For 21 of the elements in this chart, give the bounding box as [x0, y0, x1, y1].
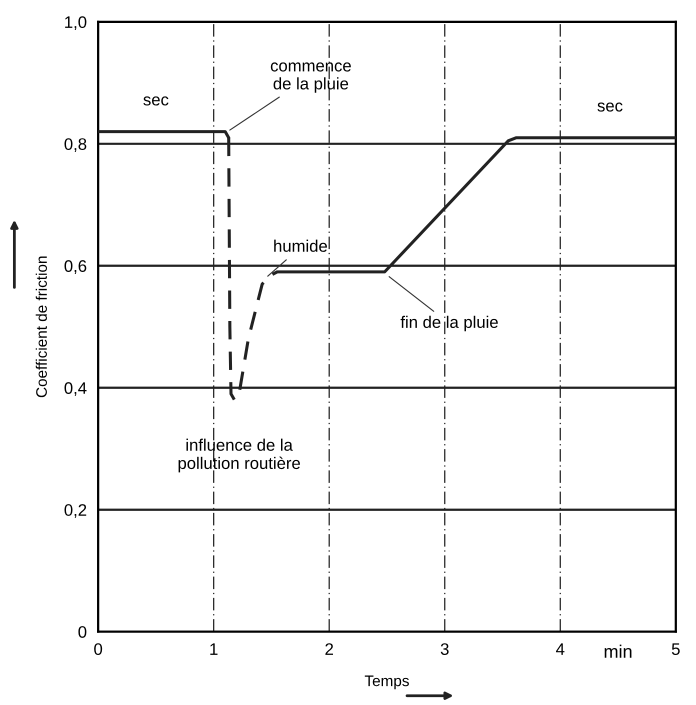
- annotation: influence de la pollution routière: [178, 438, 300, 472]
- x-tick-label: 1: [210, 643, 218, 655]
- y-tick-label: 1,0: [65, 16, 86, 30]
- y-tick-label: 0,8: [64, 138, 86, 152]
- annotation: fin de la pluie: [400, 316, 498, 332]
- y-tick-label: 0,6: [64, 260, 86, 274]
- x-tick-label: 5: [672, 643, 680, 656]
- annotation: humide: [274, 240, 327, 252]
- x-tick-label: 4: [556, 643, 564, 655]
- annotation: sec: [597, 102, 623, 112]
- y-tick-label: 0: [78, 626, 86, 638]
- annotation: commence de la pluie: [270, 62, 351, 93]
- y-tick-label: 0,4: [64, 382, 87, 396]
- x-tick-label: 0: [94, 643, 102, 656]
- x-tick-label: 2: [325, 643, 334, 655]
- x-tick-label: 3: [440, 643, 449, 656]
- x-axis-title: Temps: [364, 676, 409, 690]
- y-tick-label: 0,2: [64, 504, 86, 518]
- text: min: [604, 644, 632, 658]
- y-axis-title: Coefficient de friction: [36, 256, 47, 398]
- annotation: sec: [143, 96, 168, 106]
